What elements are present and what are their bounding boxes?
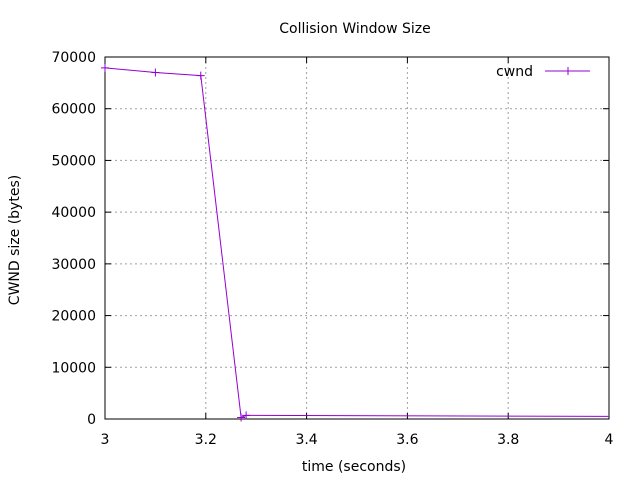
y-tick-label: 30000 <box>51 257 96 273</box>
legend-label: cwnd <box>496 64 533 80</box>
y-tick-label: 50000 <box>51 153 96 169</box>
data-point-marker <box>101 63 109 72</box>
y-tick-label: 60000 <box>51 102 96 118</box>
y-tick-label: 0 <box>87 412 96 428</box>
series-line-cwnd <box>104 67 610 419</box>
x-tick-label: 3.2 <box>195 432 217 448</box>
y-axis-label: CWND size (bytes) <box>7 175 23 305</box>
grid-lines <box>105 57 609 419</box>
data-point-marker <box>196 71 205 80</box>
data-point-marker <box>151 68 160 77</box>
data-point-marker <box>242 411 251 420</box>
y-tick-label: 40000 <box>51 205 96 221</box>
plot-frame <box>104 56 610 420</box>
tick-labels: 3 3.2 3.4 3.6 3.8 4 0 10000 20000 30000 40000 50000… <box>51 50 613 448</box>
x-tick-label: 4 <box>605 432 614 448</box>
legend-marker <box>564 67 572 75</box>
x-tick-label: 3 <box>101 432 110 448</box>
y-tick-label: 10000 <box>51 360 96 376</box>
legend: cwnd <box>496 64 590 80</box>
x-tick-label: 3.8 <box>497 432 519 448</box>
axis-ticks <box>104 56 610 420</box>
x-tick-label: 3.4 <box>295 432 317 448</box>
data-point-marker <box>237 413 246 422</box>
x-tick-label: 3.6 <box>396 432 418 448</box>
series-layer <box>101 63 610 422</box>
y-tick-label: 20000 <box>51 309 96 325</box>
x-axis-label: time (seconds) <box>302 459 406 475</box>
chart-title: Collision Window Size <box>279 21 430 37</box>
y-tick-label: 70000 <box>51 50 96 66</box>
